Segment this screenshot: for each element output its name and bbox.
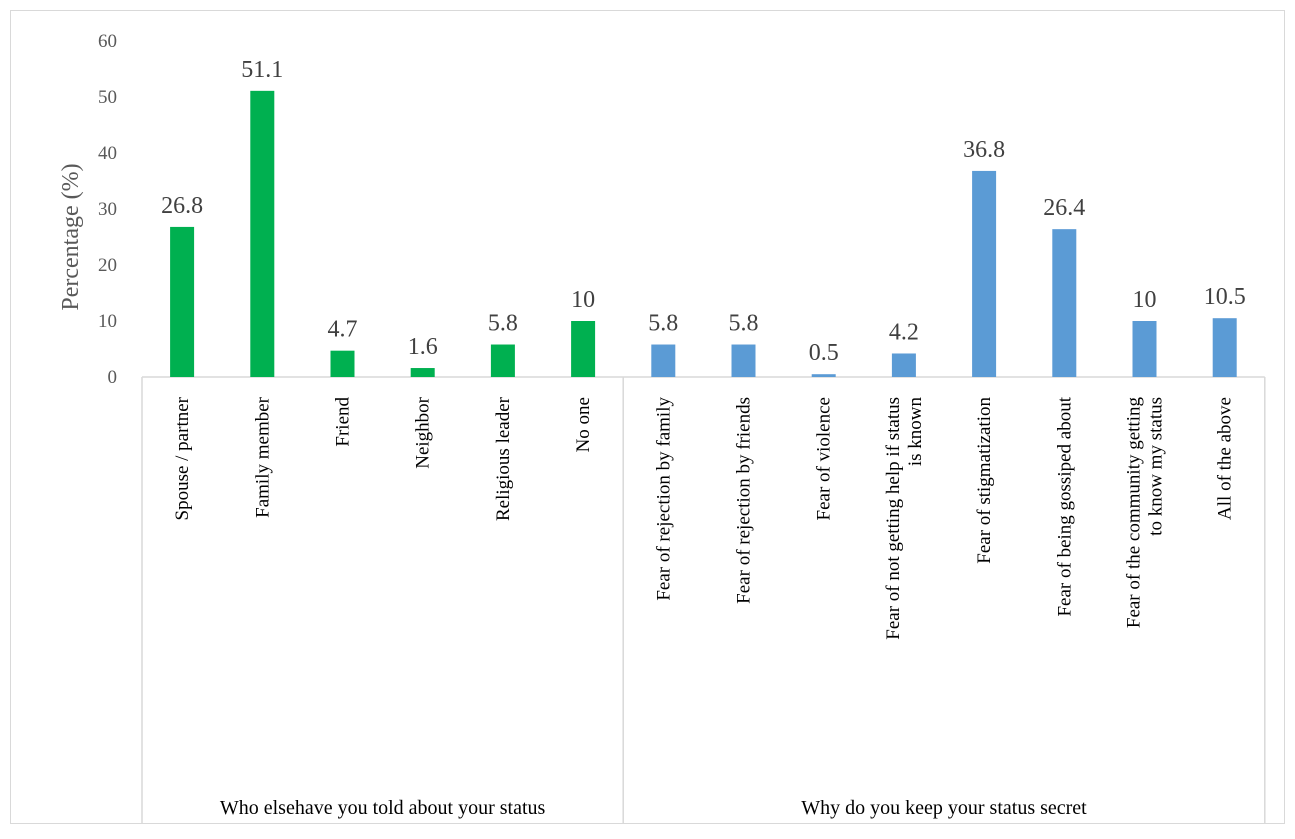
bar: [571, 321, 596, 377]
bar-value-label: 10.5: [1204, 284, 1246, 310]
bars: [170, 90, 1237, 377]
bar: [330, 350, 355, 377]
group-label: Why do you keep your status secret: [801, 797, 1087, 819]
bar: [170, 226, 195, 377]
bar-value-label: 5.8: [729, 311, 759, 337]
category-label: Fear of the community getting: [1124, 397, 1145, 629]
bar: [651, 344, 676, 377]
category-label: Friend: [333, 397, 354, 447]
category-label: Fear of not getting help if status: [883, 397, 904, 640]
bar: [1052, 229, 1077, 377]
bar: [1212, 318, 1237, 377]
bar-value-label: 36.8: [963, 137, 1005, 163]
group-label: Who elsehave you told about your status: [220, 797, 546, 819]
bar-value-label: 5.8: [648, 311, 678, 337]
bar: [891, 353, 916, 377]
bar-value-label: 26.8: [161, 193, 203, 219]
category-label: Neighbor: [413, 396, 434, 468]
y-axis-title: Percentage (%): [58, 163, 84, 310]
bar-value-label: 5.8: [488, 311, 518, 337]
category-label: to know my status: [1146, 397, 1167, 536]
category-label: Family member: [252, 396, 273, 518]
y-tick-label: 20: [98, 255, 117, 276]
category-label: Fear of violence: [814, 397, 835, 520]
category-label: Religious leader: [493, 396, 514, 521]
category-labels: Spouse / partner Family member Friend Neigh…: [172, 396, 1236, 639]
category-label: is known: [905, 397, 926, 467]
chart-frame: [10, 10, 1285, 824]
bar: [410, 368, 435, 377]
bar-value-label: 1.6: [408, 334, 438, 360]
bar-value-label: 51.1: [241, 57, 283, 83]
bar-value-label: 10: [1133, 287, 1157, 313]
category-label: No one: [573, 397, 594, 452]
category-label: Fear of rejection by friends: [734, 397, 755, 604]
category-label: Spouse / partner: [172, 396, 193, 520]
bar: [250, 90, 275, 377]
category-label: Fear of being gossiped about: [1054, 396, 1075, 616]
y-tick-label: 0: [108, 367, 118, 388]
bar-value-label: 0.5: [809, 340, 839, 366]
bar-value-label: 4.2: [889, 319, 919, 345]
bar: [811, 374, 836, 377]
y-tick-label: 30: [98, 199, 117, 220]
value-labels: 26.8 51.1 4.7 1.6 5.8 10 5.8 5.8 0.5 4.2 36.8 26.4 1…: [161, 57, 1246, 366]
y-tick-label: 40: [98, 143, 117, 164]
y-tick-label: 60: [98, 31, 117, 52]
bar-value-label: 10: [571, 287, 595, 313]
axis-lines: [141, 376, 1266, 823]
category-label: Fear of stigmatization: [974, 397, 995, 564]
y-tick-label: 50: [98, 87, 117, 108]
group-labels: Who elsehave you told about your status W…: [220, 797, 1087, 819]
category-label: All of the above: [1215, 397, 1236, 520]
category-label: Fear of rejection by family: [653, 397, 674, 601]
bar: [1132, 321, 1157, 377]
bar-value-label: 4.7: [328, 317, 358, 343]
bar-value-label: 26.4: [1043, 195, 1085, 221]
bar: [490, 344, 515, 377]
bar: [731, 344, 756, 377]
y-axis-ticks: 0 10 20 30 40 50 60: [98, 31, 117, 388]
bar: [972, 170, 997, 377]
y-tick-label: 10: [98, 311, 117, 332]
